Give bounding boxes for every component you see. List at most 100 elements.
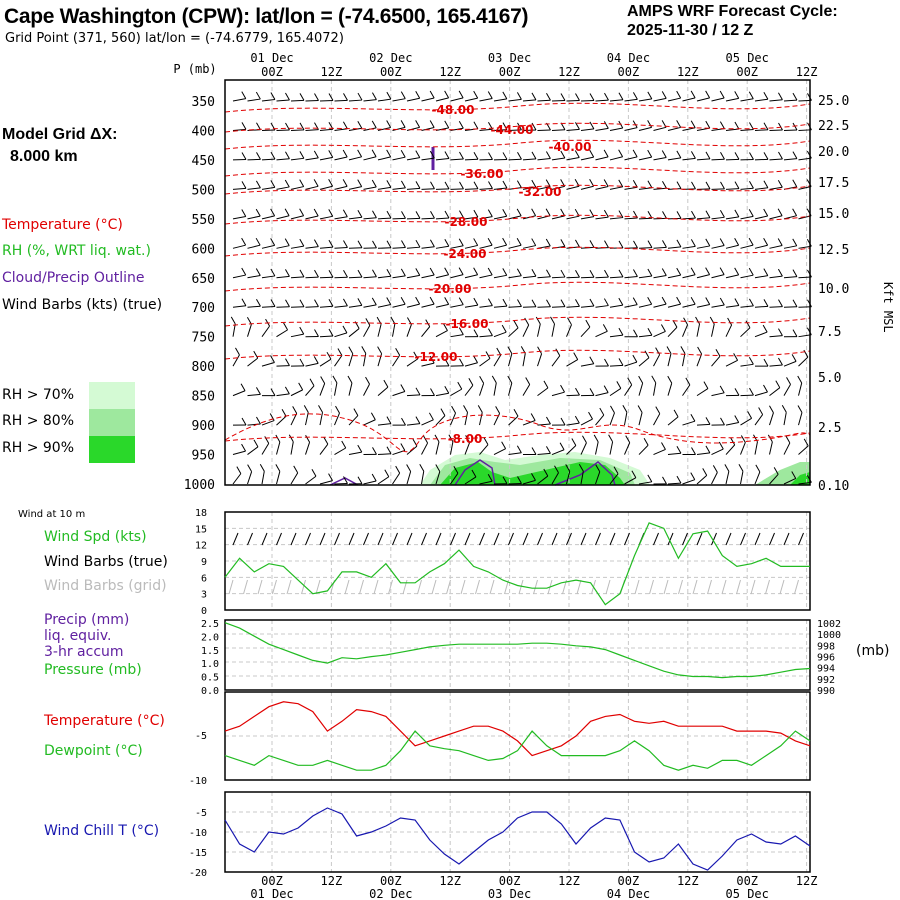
wind-barb (798, 356, 809, 367)
wind-barb-flag (560, 93, 566, 101)
true-wind-barb (261, 532, 268, 546)
wind-barb-flag (357, 179, 363, 187)
model-grid-title: Model Grid ΔX: (2, 126, 118, 143)
wind-barb-flag (502, 208, 508, 217)
wind-barb-flag (241, 443, 246, 452)
wind-barb-flag (546, 446, 551, 454)
wind-barb-flag (386, 180, 392, 188)
wind-barb-flag (603, 298, 609, 306)
wind-barb (363, 480, 377, 485)
wind-barb-flag (415, 91, 421, 99)
wind-barb (406, 471, 412, 485)
wind-barb-flag (791, 471, 797, 479)
wind-barb (783, 276, 797, 279)
wind-barb (363, 325, 371, 337)
wind-barb (769, 215, 783, 220)
wind-barb-flag (778, 122, 783, 131)
wind-barb-flag (444, 267, 450, 275)
wind-barb-flag (517, 299, 522, 307)
pressure-tick-label: 750 (192, 331, 215, 346)
wind-barb (595, 330, 608, 338)
wind-barb (261, 443, 270, 455)
top-hour-label: 00Z (736, 65, 758, 79)
wind-barb (377, 98, 391, 102)
wind-barb-flag (792, 92, 798, 101)
wind-barb-flag (246, 317, 252, 325)
wind-barb (508, 415, 519, 426)
wind-barb-flag (487, 209, 493, 217)
wind-barb (609, 217, 623, 220)
wind-barb (798, 481, 812, 485)
wind-barb-flag (655, 406, 661, 414)
wind-barb-flag (531, 269, 537, 277)
wind-barb-flag (471, 469, 477, 478)
wind-barb (363, 353, 367, 367)
height-tick-label: 7.5 (818, 325, 841, 340)
wind-barb (392, 275, 406, 279)
wind-barb (290, 129, 305, 131)
wind-barb (667, 383, 673, 396)
isotherm-line (224, 184, 811, 195)
wind-barb (754, 305, 769, 308)
wind-barb-flag (676, 267, 682, 276)
wind-barb (464, 442, 471, 455)
isotherm-label: -48.00 (432, 103, 475, 117)
wind-barb-flag (502, 122, 508, 130)
wind-barb (305, 442, 311, 455)
wind-barb (276, 471, 281, 485)
wind-barb-flag (778, 299, 783, 307)
wind-barb-flag (284, 208, 290, 216)
wind-barb-flag (371, 120, 377, 129)
pressure-line (224, 622, 811, 679)
wind-barb-flag (270, 151, 276, 160)
wind-barb (638, 156, 652, 161)
wind-barb (696, 423, 711, 426)
wind-barb (551, 391, 565, 397)
wind-barb (537, 423, 551, 426)
wind-barb-flag (589, 149, 595, 158)
wind-barb (667, 416, 679, 426)
page-title: Cape Washington (CPW): lat/lon = (-74.65… (4, 5, 529, 28)
bottom-hour-label: 00Z (499, 874, 521, 888)
wind-barb (769, 412, 774, 426)
wind-barb-flag (618, 210, 624, 218)
wind-barb (508, 327, 519, 338)
wind-barb-flag (487, 473, 493, 482)
wind-barb-flag (458, 267, 464, 275)
temperature-panel-legend: Temperature (°C) (44, 713, 165, 729)
grid-wind-barb (359, 579, 364, 595)
wind-barb (392, 187, 406, 190)
wind-barb-flag (473, 355, 478, 364)
wind-barb (421, 127, 435, 131)
wind-barb-flag (517, 122, 522, 131)
wind-barb (798, 334, 812, 338)
wind-barb-flag (647, 120, 653, 128)
height-tick-label: 17.5 (818, 176, 849, 191)
wind-barb-flag (705, 267, 711, 275)
wind-barb (667, 482, 682, 485)
wind-barb-flag (386, 120, 392, 128)
wind-barb (261, 306, 276, 308)
wind-barb (305, 215, 319, 220)
pressure-tick-label: 900 (192, 419, 215, 434)
true-wind-barb (653, 532, 659, 546)
wind-barb-flag (647, 474, 653, 483)
wind-barb-flag (745, 320, 751, 329)
wind-barb-flag (337, 348, 343, 356)
wind-barb (348, 276, 363, 279)
wind-barb (580, 305, 594, 308)
wind-barb-flag (428, 412, 434, 421)
wind-barb-flag (589, 121, 595, 130)
wind-barb (493, 215, 507, 220)
wind-barb (653, 187, 667, 190)
wind-barb (580, 99, 595, 102)
wind-barb (508, 129, 522, 131)
wind-barb-flag (284, 269, 290, 277)
wind-barb (435, 158, 449, 161)
wind-barb (711, 274, 725, 279)
cloud-legend: Cloud/Precip Outline (2, 270, 145, 286)
wind-barb (537, 475, 549, 485)
wind-barb (740, 98, 754, 102)
wind-barb-flag (371, 179, 377, 188)
wind-barb-flag (792, 208, 798, 216)
